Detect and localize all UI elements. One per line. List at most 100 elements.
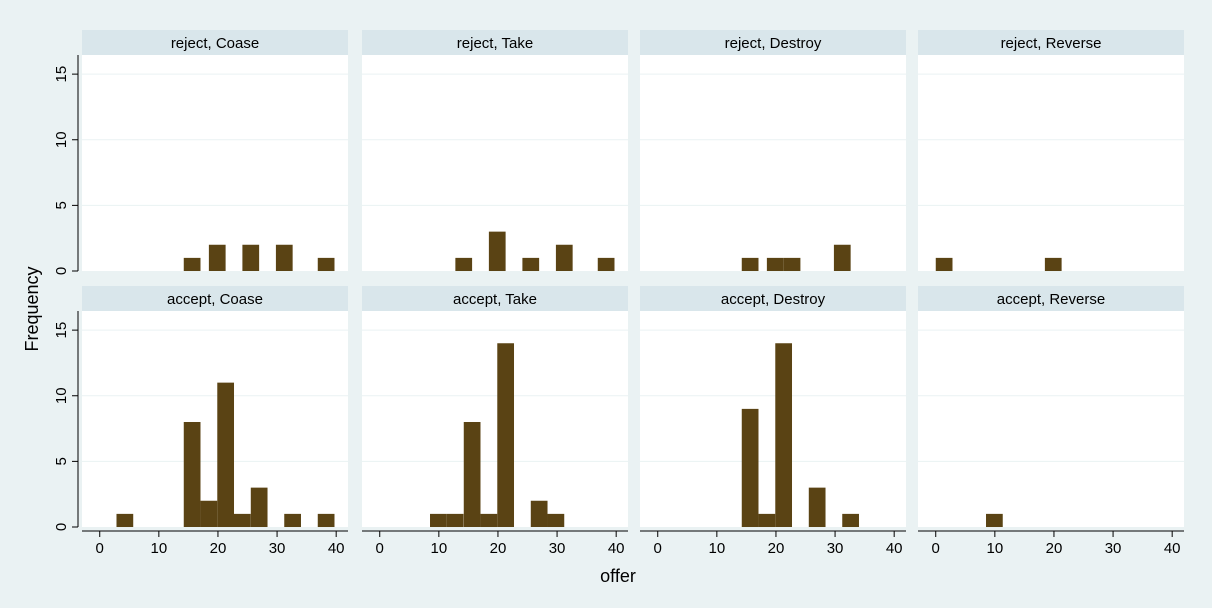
x-tick-label: 10	[431, 540, 448, 557]
x-tick-label: 20	[210, 540, 227, 557]
x-tick-label: 20	[490, 540, 507, 557]
y-tick-label: 0	[53, 267, 70, 275]
histogram-bar	[275, 244, 293, 271]
x-tick-label: 30	[827, 540, 844, 557]
panel-accept-reverse: accept, Reverse	[918, 286, 1184, 528]
histogram-bar	[488, 231, 506, 272]
panel-accept-coase: accept, Coase	[82, 286, 348, 528]
panel-header	[918, 286, 1184, 311]
panel-header	[640, 30, 906, 55]
histogram-bar	[480, 513, 498, 528]
histogram-bar	[1044, 257, 1062, 272]
histogram-bar	[183, 422, 201, 527]
histogram-bar	[775, 343, 793, 527]
x-tick-label: 20	[1046, 540, 1063, 557]
plot-area	[640, 55, 906, 271]
histogram-bar	[242, 244, 260, 271]
histogram-bar	[808, 487, 826, 528]
y-tick-label: 15	[53, 322, 70, 339]
panel-title: reject, Take	[457, 35, 533, 52]
panel-title: accept, Take	[453, 291, 537, 308]
plot-area	[362, 311, 628, 527]
x-tick-label: 40	[1164, 540, 1181, 557]
x-tick-label: 40	[608, 540, 625, 557]
histogram-bar	[783, 257, 801, 272]
x-tick-label: 0	[654, 540, 662, 557]
x-tick-label: 10	[151, 540, 168, 557]
histogram-bar	[758, 513, 776, 528]
x-tick-label: 0	[932, 540, 940, 557]
y-axis-title: Frequency	[22, 266, 42, 351]
y-tick-label: 10	[53, 131, 70, 148]
histogram-bar	[455, 257, 473, 272]
histogram-bar	[317, 257, 335, 272]
panel-accept-take: accept, Take	[362, 286, 628, 528]
panel-header	[640, 286, 906, 311]
panel-reject-coase: reject, Coase	[82, 30, 348, 272]
histogram-bar	[200, 500, 218, 527]
histogram-bar	[446, 513, 464, 528]
histogram-bar	[497, 343, 515, 527]
plot-area	[918, 55, 1184, 271]
panel-header	[362, 30, 628, 55]
histogram-bar	[430, 513, 447, 528]
panels: reject, Coase reject, Take reject, Destroy…	[82, 30, 1184, 528]
x-tick-label: 0	[96, 540, 104, 557]
x-tick-label: 20	[768, 540, 785, 557]
panel-reject-reverse: reject, Reverse	[918, 30, 1184, 272]
y-tick-label: 15	[53, 66, 70, 83]
x-axis: 0 10 20 30 40 0 10 20 30 40 0 10 20 30 40 0 10 20 30 40	[82, 530, 1184, 557]
histogram-bar	[986, 513, 1003, 528]
panel-title: accept, Coase	[167, 291, 263, 308]
x-tick-label: 30	[1105, 540, 1122, 557]
histogram-bar	[741, 408, 759, 528]
histogram-bar	[741, 257, 759, 272]
x-axis-title: offer	[600, 566, 636, 586]
x-tick-label: 10	[987, 540, 1004, 557]
histogram-bar	[317, 513, 335, 528]
histogram-bar	[547, 513, 565, 528]
panel-header	[82, 286, 348, 311]
plot-area	[82, 55, 348, 271]
panel-title: reject, Reverse	[1001, 35, 1102, 52]
x-tick-label: 40	[886, 540, 903, 557]
histogram-bar	[522, 257, 540, 272]
histogram-bar	[208, 244, 226, 271]
panel-accept-destroy: accept, Destroy	[640, 286, 906, 528]
y-tick-label: 5	[53, 457, 70, 465]
y-tick-label: 5	[53, 201, 70, 209]
histogram-bar	[935, 257, 953, 272]
x-tick-label: 0	[376, 540, 384, 557]
histogram-bar	[284, 513, 301, 528]
histogram-bar	[842, 513, 859, 528]
histogram-bar	[530, 500, 548, 527]
panel-header	[918, 30, 1184, 55]
histogram-bar	[217, 382, 235, 528]
plot-area	[640, 311, 906, 527]
plot-area	[918, 311, 1184, 527]
histogram-bar	[250, 487, 268, 528]
histogram-bar	[555, 244, 573, 271]
panel-header	[362, 286, 628, 311]
histogram-bar	[833, 244, 851, 271]
x-tick-label: 10	[709, 540, 726, 557]
y-axis: 0 5 10 15 0 5 10 15	[53, 55, 79, 531]
x-tick-label: 30	[549, 540, 566, 557]
y-tick-label: 0	[53, 523, 70, 531]
y-tick-label: 10	[53, 387, 70, 404]
panel-title: accept, Reverse	[997, 291, 1105, 308]
x-tick-label: 40	[328, 540, 345, 557]
histogram-bar	[234, 513, 251, 528]
histogram-bar	[116, 513, 134, 528]
panel-title: reject, Coase	[171, 35, 259, 52]
histogram-bar	[463, 422, 481, 527]
histogram-bar	[766, 257, 784, 272]
histogram-bar	[597, 257, 615, 272]
panel-header	[82, 30, 348, 55]
histogram-bar	[183, 257, 201, 272]
panel-title: accept, Destroy	[721, 291, 826, 308]
panel-title: reject, Destroy	[725, 35, 822, 52]
plot-area	[82, 311, 348, 527]
panel-reject-take: reject, Take	[362, 30, 628, 272]
